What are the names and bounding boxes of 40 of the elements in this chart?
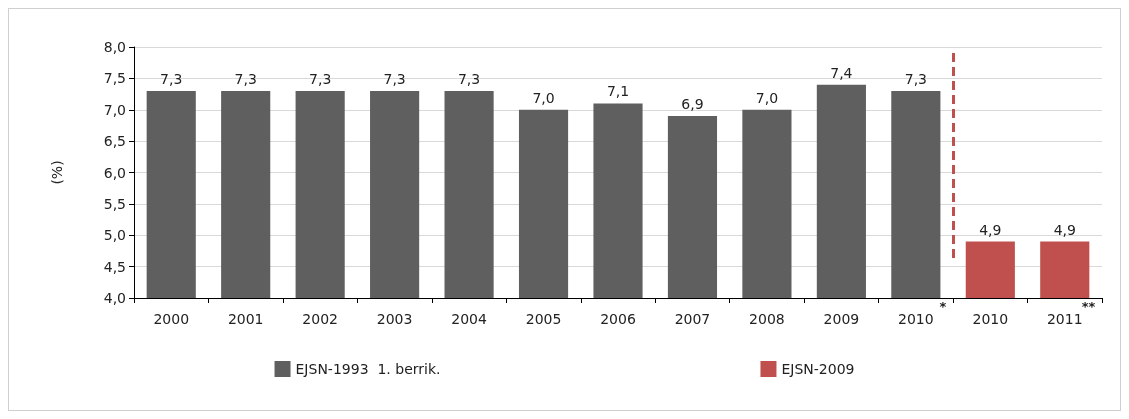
data-label: 7,3 (234, 70, 257, 87)
x-tick-label: 2006 (600, 311, 636, 327)
x-tick-label: 2010 (972, 311, 1009, 327)
data-label: 7,0 (755, 89, 779, 106)
y-tick-label: 6,5 (103, 133, 126, 150)
y-tick-label: 4,0 (103, 290, 126, 306)
data-label: 7,3 (160, 70, 183, 87)
x-tick-label: 2001 (227, 311, 264, 327)
y-axis-title: (%) (49, 160, 65, 185)
data-label: 6,9 (681, 96, 704, 113)
y-tick-label: 6,0 (103, 164, 126, 181)
x-tick-label: 2008 (749, 311, 785, 327)
data-label: 7,3 (383, 70, 406, 87)
data-label: 7,3 (457, 70, 481, 87)
x-tick-label: 2011 (1046, 311, 1083, 327)
y-tick-label: 8,0 (103, 39, 126, 55)
data-label: 7,3 (904, 70, 927, 87)
data-label: 4,9 (979, 221, 1002, 238)
x-tick-label: 2007 (674, 311, 711, 327)
x-tick-label: 2004 (451, 311, 487, 327)
data-label: 7,4 (830, 64, 853, 81)
y-tick-label: 5,0 (103, 227, 126, 244)
x-tick-label: 2010 (898, 311, 934, 327)
x-tick-label: 2000 (153, 311, 190, 327)
data-label: 7,3 (309, 70, 332, 87)
data-label: 7,1 (606, 83, 630, 100)
data-label: 7,0 (532, 89, 555, 106)
y-tick-label: 5,5 (103, 195, 126, 212)
data-label: 4,9 (1053, 221, 1076, 238)
legend-label: EJSN-1993 1. berrik. (295, 361, 441, 377)
x-tick-label: 2003 (376, 311, 413, 327)
y-tick-label: 7,0 (103, 101, 126, 118)
y-tick-label: 4,5 (103, 258, 126, 275)
text: ** (1080, 299, 1096, 314)
text: * (939, 299, 947, 314)
x-tick-label: 2002 (302, 311, 338, 327)
legend-label: EJSN-2009 (781, 361, 855, 377)
y-tick-label: 7,5 (103, 70, 126, 87)
x-tick-label: 2009 (823, 311, 860, 327)
x-tick-label: 2005 (525, 311, 562, 327)
